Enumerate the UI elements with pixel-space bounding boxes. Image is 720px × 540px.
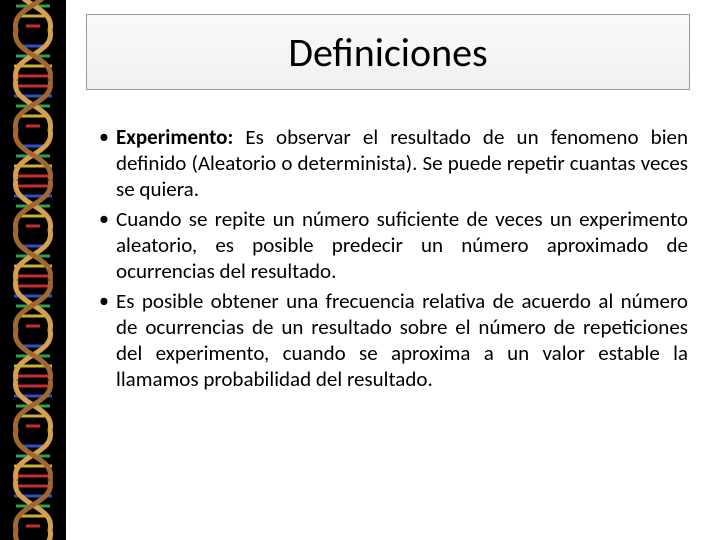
dna-sidebar [0,0,66,540]
bullet-icon: • [92,206,116,232]
slide-title: Definiciones [288,28,487,77]
list-item: • Experimento: Es observar el resultado … [92,124,688,202]
bullet-body: Es posible obtener una frecuencia relati… [116,288,688,392]
bullet-rest: Cuando se repite un número suficiente de… [116,206,688,284]
bullet-body: Cuando se repite un número suficiente de… [116,206,688,284]
bullet-icon: • [92,124,116,150]
list-item: • Cuando se repite un número suficiente … [92,206,688,284]
list-item: • Es posible obtener una frecuencia rela… [92,288,688,392]
content-area: • Experimento: Es observar el resultado … [92,124,688,396]
dna-helix-icon [0,0,66,540]
bullet-term: Experimento: [116,124,233,150]
title-container: Definiciones [86,14,690,90]
bullet-rest: Es posible obtener una frecuencia relati… [116,288,688,392]
bullet-icon: • [92,288,116,314]
bullet-body: Experimento: Es observar el resultado de… [116,124,688,202]
